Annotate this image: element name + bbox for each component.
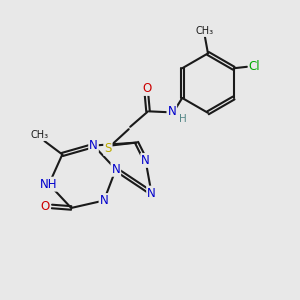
Text: N: N [111, 163, 120, 176]
Text: N: N [167, 105, 176, 118]
Text: Cl: Cl [249, 60, 260, 73]
Text: NH: NH [40, 178, 58, 191]
Text: O: O [142, 82, 151, 95]
Text: O: O [41, 200, 50, 213]
Text: H: H [179, 114, 187, 124]
Text: N: N [141, 154, 150, 167]
Text: N: N [100, 194, 108, 207]
Text: CH₃: CH₃ [196, 26, 214, 36]
Text: N: N [89, 139, 98, 152]
Text: N: N [147, 187, 156, 200]
Text: CH₃: CH₃ [31, 130, 49, 140]
Text: S: S [104, 142, 112, 155]
